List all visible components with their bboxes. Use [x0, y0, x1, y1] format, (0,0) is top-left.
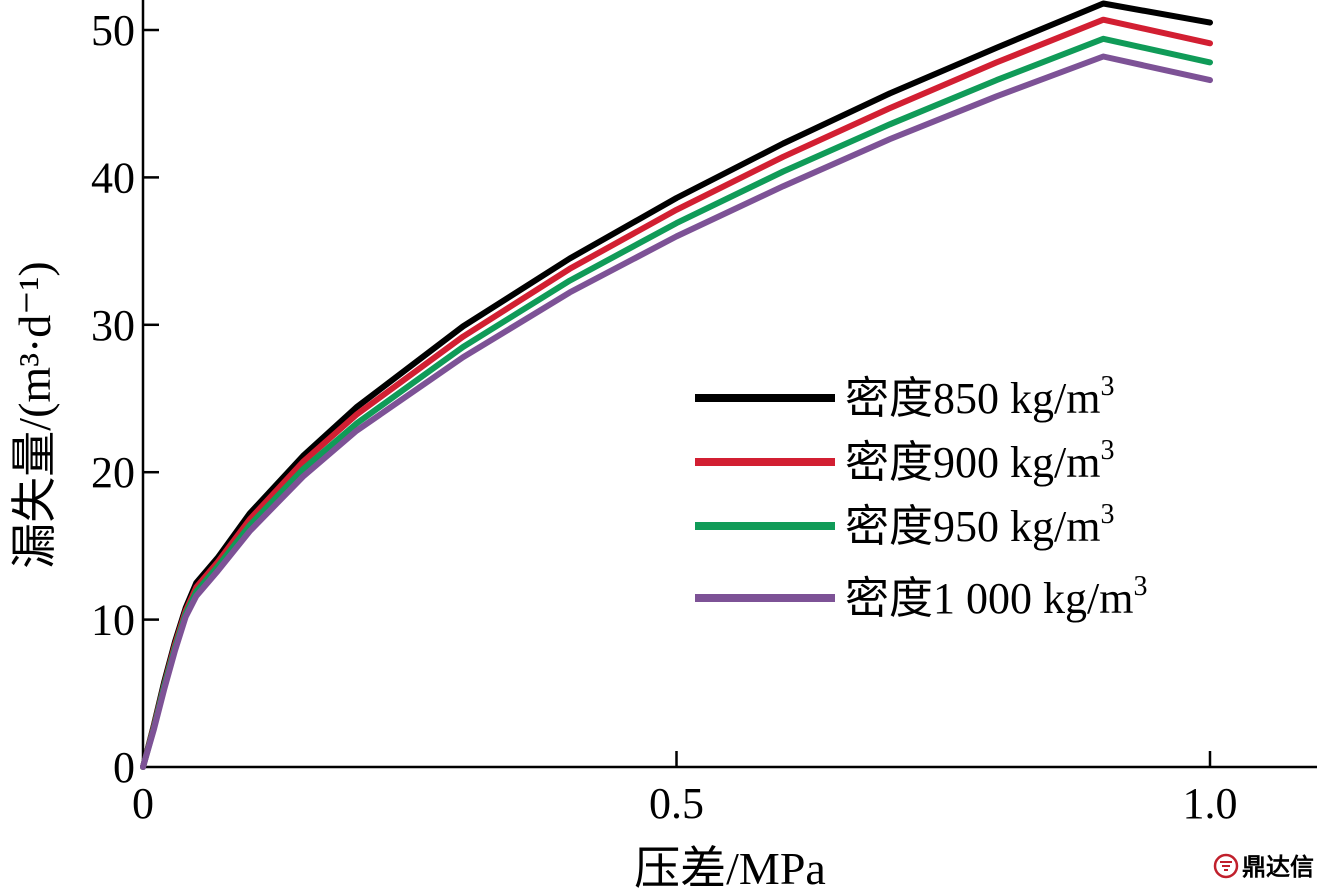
- legend-label-2: 密度950 kg/m3: [845, 499, 1114, 551]
- x-axis-title: 压差/MPa: [634, 843, 826, 889]
- legend-label-text: 密度850 kg/m: [845, 374, 1100, 423]
- series-lines: [140, 0, 1213, 770]
- legend-label-superscript: 3: [1100, 499, 1114, 530]
- y-tick-label: 20: [91, 448, 135, 497]
- y-axis-title: 漏失量/(m³·d⁻¹): [9, 261, 60, 568]
- y-tick-label: 0: [113, 743, 135, 792]
- legend-label-text: 密度1 000 kg/m: [845, 574, 1133, 623]
- y-tick-label: 50: [91, 6, 135, 55]
- legend-label-text: 密度900 kg/m: [845, 438, 1100, 487]
- legend-label-0: 密度850 kg/m3: [845, 371, 1114, 423]
- legend-label-text: 密度950 kg/m: [845, 502, 1100, 551]
- y-tick-label: 30: [91, 301, 135, 350]
- legend-label-1: 密度900 kg/m3: [845, 435, 1114, 487]
- x-tick-label: 0.5: [649, 779, 704, 828]
- x-ticks: 0 0.5 1.0: [132, 751, 1238, 828]
- x-tick-label: 0: [132, 779, 154, 828]
- legend-label-superscript: 3: [1100, 435, 1114, 466]
- watermark-text: 鼎达信: [1242, 853, 1314, 881]
- legend-label-3: 密度1 000 kg/m3: [845, 571, 1147, 623]
- legend-label-superscript: 3: [1100, 371, 1114, 402]
- y-ticks: 0 10 20 30 40 50: [91, 6, 159, 792]
- series-line-3: [140, 53, 1213, 770]
- y-tick-label: 40: [91, 153, 135, 202]
- watermark: 鼎达信: [1213, 853, 1314, 881]
- seal-logo-icon: [1213, 853, 1239, 879]
- x-tick-label: 1.0: [1183, 779, 1238, 828]
- y-tick-label: 10: [91, 596, 135, 645]
- legend-label-superscript: 3: [1133, 571, 1147, 602]
